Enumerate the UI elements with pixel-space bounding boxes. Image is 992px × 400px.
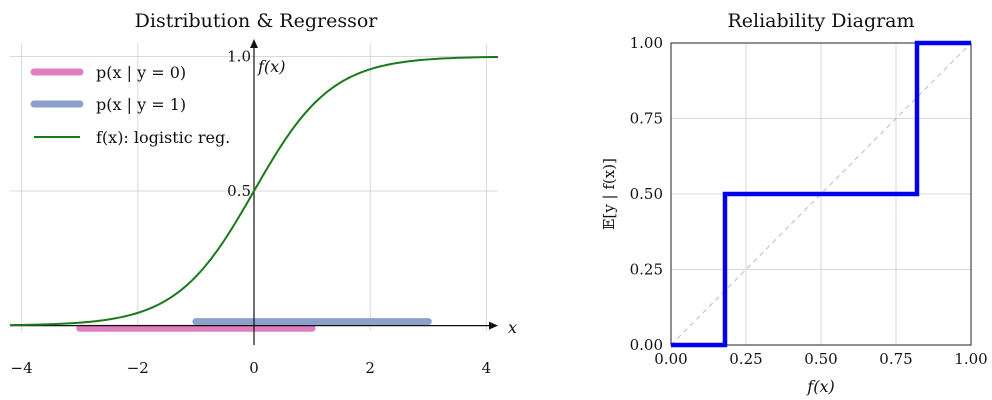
right-tick-labels: 0.00 0.25 0.50 0.75 1.00 0.00 0.25 0.50 0.75 1.00: [630, 34, 988, 368]
right-x-tick-label-2: 0.50: [804, 350, 837, 368]
left-tick-labels: −4 −2 0 2 4 0.5 1.0: [11, 47, 492, 377]
right-x-tick-label-1: 0.25: [729, 350, 762, 368]
left-segments: [76, 318, 432, 332]
logistic-curve: [9, 55, 499, 327]
right-chart: Reliability Diagram 0.00 0.25 0.50 0.75 1.00…: [600, 10, 988, 396]
left-x-tick-label-1: −2: [127, 359, 149, 377]
left-x-tick-label-3: 2: [365, 359, 375, 377]
legend-label-2: f(x): logistic reg.: [96, 128, 230, 147]
left-x-tick-label-4: 4: [482, 359, 492, 377]
legend-label-0: p(x | y = 0): [96, 63, 186, 82]
legend: p(x | y = 0) p(x | y = 1) f(x): logistic r…: [30, 63, 230, 147]
left-x-tick-label-2: 0: [249, 359, 259, 377]
right-x-tick-label-4: 1.00: [954, 350, 987, 368]
right-y-tick-label-3: 0.75: [630, 110, 663, 128]
right-y-axis-label: 𝔼[y | f(x)]: [600, 158, 618, 230]
left-y-tick-label-1: 1.0: [227, 47, 251, 65]
left-chart: Distribution & Regressor −4 −2 0 2 4 0.5 1.0 x…: [9, 10, 517, 377]
left-axes: [10, 39, 498, 345]
right-y-tick-label-2: 0.50: [630, 185, 663, 203]
left-x-tick-label-0: −4: [11, 359, 33, 377]
left-y-tick-label-0: 0.5: [227, 182, 251, 200]
right-plot-frame: [670, 42, 972, 346]
x-axis-label: x: [508, 318, 517, 337]
right-y-tick-label-4: 1.00: [630, 34, 663, 52]
right-x-axis-label: f(x): [806, 377, 834, 396]
perfect-calibration-line: [670, 42, 972, 346]
y-axis-label: f(x): [257, 57, 285, 76]
right-series: [670, 40, 972, 348]
right-y-tick-label-0: 0.00: [630, 336, 663, 354]
legend-label-1: p(x | y = 1): [96, 95, 186, 114]
right-x-tick-label-0: 0.00: [654, 350, 687, 368]
y-axis-arrow: [250, 39, 258, 48]
right-y-tick-label-1: 0.25: [630, 261, 663, 279]
x-axis-arrow: [489, 321, 498, 330]
calibration-step-line: [671, 40, 971, 348]
right-chart-title: Reliability Diagram: [727, 10, 914, 32]
left-chart-title: Distribution & Regressor: [135, 10, 379, 32]
right-x-tick-label-3: 0.75: [879, 350, 912, 368]
